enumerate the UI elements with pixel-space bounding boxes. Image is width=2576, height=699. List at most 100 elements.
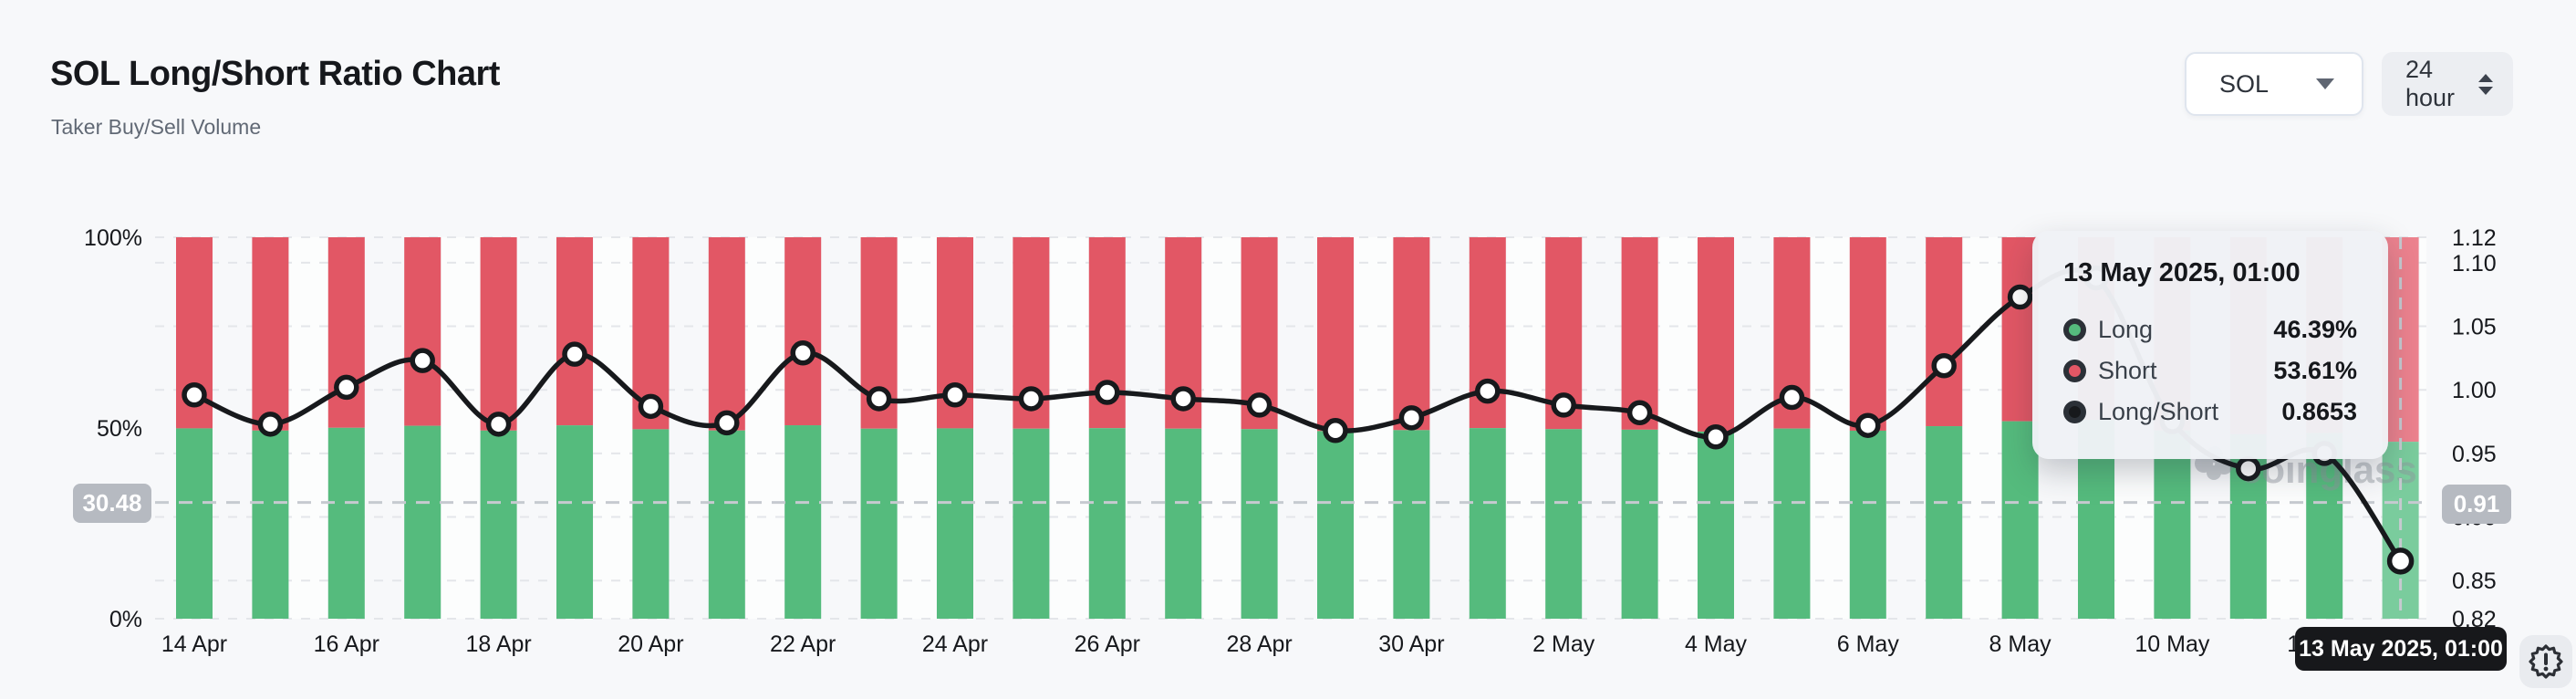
symbol-select-value: SOL: [2219, 69, 2270, 98]
ratio-point[interactable]: [1095, 380, 1120, 405]
long-bar[interactable]: [937, 428, 973, 619]
long-bar[interactable]: [1088, 428, 1126, 619]
long-bar[interactable]: [1926, 426, 1963, 619]
long-bar[interactable]: [2154, 430, 2191, 619]
short-bar[interactable]: [1926, 237, 1963, 427]
day-column-stripe: [2419, 237, 2426, 619]
long-bar[interactable]: [1849, 430, 1886, 619]
long-bar[interactable]: [784, 425, 822, 619]
long-bar[interactable]: [252, 430, 289, 619]
day-column-stripe: [1202, 237, 1241, 619]
ratio-point[interactable]: [1398, 405, 1425, 431]
x-axis-tick: 30 Apr: [1378, 631, 1444, 657]
seal-exclamation-icon: [2529, 644, 2563, 679]
day-column-stripe: [1811, 237, 1850, 619]
short-bar[interactable]: [1698, 237, 1734, 432]
info-button[interactable]: [2519, 635, 2572, 688]
long-bar[interactable]: [1165, 428, 1202, 619]
long-bar[interactable]: [1545, 429, 1583, 619]
tooltip-ratio-label: Long/Short: [2098, 398, 2219, 425]
x-axis-tick: 16 Apr: [314, 631, 379, 657]
ratio-point[interactable]: [638, 393, 664, 420]
ratio-point[interactable]: [562, 341, 587, 367]
long-bar[interactable]: [860, 428, 898, 619]
interval-select-value: 24 hour: [2405, 56, 2456, 111]
left-axis-tick: 50%: [97, 416, 142, 442]
ratio-point[interactable]: [2386, 548, 2415, 575]
interval-select[interactable]: 24 hour: [2382, 52, 2513, 116]
long-bar[interactable]: [480, 430, 517, 619]
long-bar[interactable]: [1317, 431, 1354, 619]
day-column-stripe: [1050, 237, 1089, 619]
short-bar[interactable]: [556, 237, 593, 426]
short-bar[interactable]: [252, 237, 289, 431]
x-axis-tick: 8 May: [1989, 631, 2052, 657]
ratio-point[interactable]: [1855, 412, 1881, 438]
ratio-point[interactable]: [1703, 424, 1729, 450]
short-bar[interactable]: [1621, 237, 1658, 430]
long-bar[interactable]: [1469, 428, 1506, 619]
ratio-point[interactable]: [1626, 400, 1653, 426]
long-bar[interactable]: [556, 425, 593, 619]
ratio-point[interactable]: [2007, 284, 2033, 310]
ratio-point[interactable]: [1323, 418, 1348, 443]
long-bar[interactable]: [404, 425, 441, 619]
long-bar[interactable]: [1241, 429, 1278, 619]
long-bar[interactable]: [1013, 428, 1050, 619]
ratio-point[interactable]: [1551, 392, 1576, 418]
short-bar[interactable]: [1317, 237, 1354, 432]
ratio-point[interactable]: [1018, 386, 1044, 412]
ratio-point[interactable]: [1475, 378, 1501, 404]
short-bar[interactable]: [784, 237, 822, 426]
long-bar[interactable]: [1621, 429, 1658, 619]
short-bar[interactable]: [1849, 237, 1886, 431]
ratio-point[interactable]: [410, 348, 435, 373]
long-bar[interactable]: [176, 428, 213, 619]
long-bar[interactable]: [708, 430, 745, 619]
x-axis-tick: 6 May: [1837, 631, 1900, 657]
short-bar[interactable]: [404, 237, 441, 426]
long-bar[interactable]: [632, 429, 670, 619]
long-bar[interactable]: [1698, 431, 1734, 619]
short-bar[interactable]: [2001, 237, 2039, 422]
ratio-point[interactable]: [942, 382, 968, 408]
short-bar[interactable]: [708, 237, 745, 431]
ratio-point[interactable]: [1246, 392, 1272, 418]
symbol-select[interactable]: SOL: [2185, 52, 2363, 116]
ratio-point[interactable]: [1931, 352, 1957, 379]
long-bar[interactable]: [1773, 428, 1811, 619]
ratio-point[interactable]: [1779, 384, 1805, 411]
ratio-point[interactable]: [2236, 455, 2261, 482]
tooltip-row-ratio: Long/Short 0.8653: [2063, 398, 2357, 426]
day-column-stripe: [898, 237, 937, 619]
short-bar[interactable]: [1393, 237, 1430, 431]
day-column-stripe: [745, 237, 784, 619]
ratio-point[interactable]: [485, 412, 512, 437]
ratio-point[interactable]: [182, 382, 207, 408]
ratio-point[interactable]: [1170, 386, 1196, 412]
day-column-stripe: [441, 237, 480, 619]
ratio-point[interactable]: [790, 340, 815, 366]
long-bar[interactable]: [327, 427, 365, 619]
left-axis-tick: 0%: [109, 607, 142, 632]
tooltip-date: 13 May 2025, 01:00: [2063, 258, 2301, 287]
right-axis-tick: 0.85: [2452, 569, 2497, 594]
x-axis-tick: 2 May: [1532, 631, 1595, 657]
ratio-point[interactable]: [334, 374, 359, 401]
tooltip-row-long: Long 46.39%: [2063, 316, 2357, 344]
x-axis-tick: 18 Apr: [465, 631, 531, 657]
long-bar[interactable]: [1393, 430, 1430, 619]
right-axis-tick: 1.12: [2452, 225, 2497, 251]
crosshair-left-badge: 30.48: [73, 484, 151, 523]
ratio-point[interactable]: [257, 412, 284, 437]
short-bar[interactable]: [480, 237, 517, 431]
long-marker-icon: [2063, 318, 2086, 341]
short-marker-icon: [2063, 360, 2086, 382]
ratio-point[interactable]: [714, 410, 740, 436]
x-axis-tick: 20 Apr: [618, 631, 683, 657]
ratio-point[interactable]: [866, 386, 892, 412]
long-bar[interactable]: [2001, 421, 2039, 619]
right-axis-tick: 1.10: [2452, 251, 2497, 276]
